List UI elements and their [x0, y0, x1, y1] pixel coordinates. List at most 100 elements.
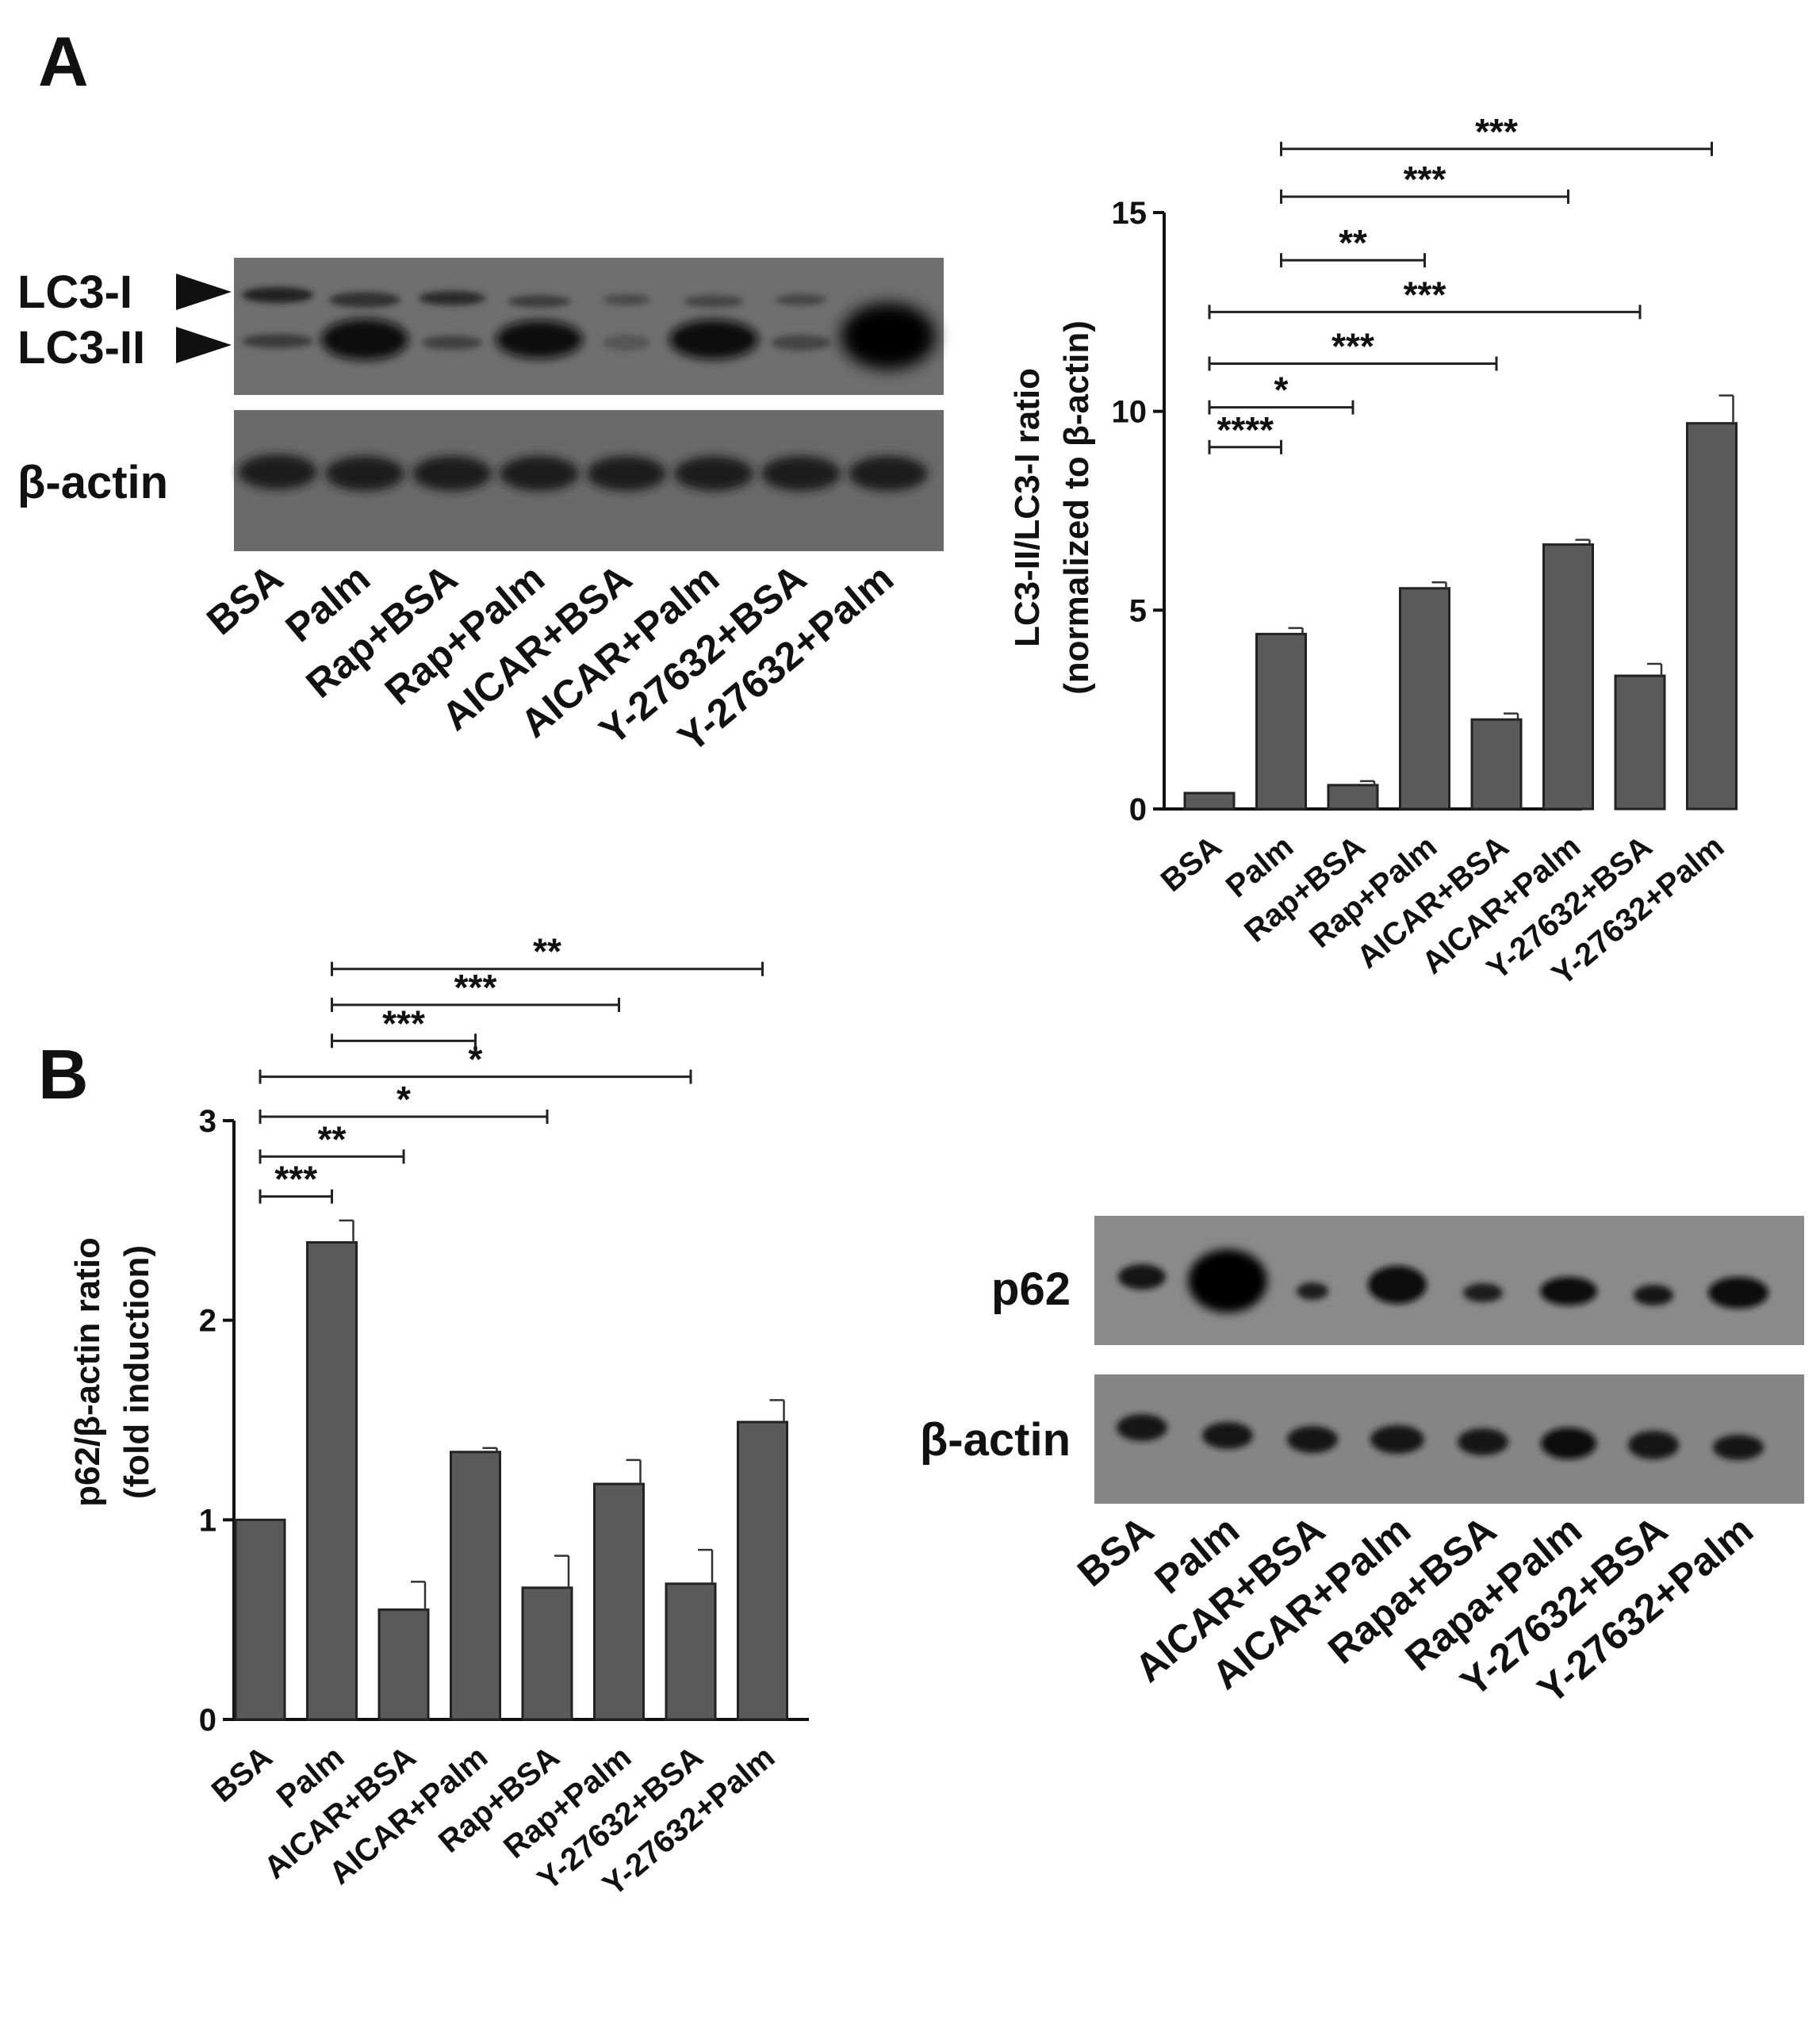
bar [377, 1608, 430, 1721]
band [776, 294, 826, 305]
band [238, 454, 317, 489]
bar [593, 1482, 645, 1721]
band [325, 456, 404, 491]
y-tick-label: 5 [1129, 593, 1147, 628]
band [1370, 1425, 1424, 1454]
band [1541, 1428, 1596, 1459]
band [684, 295, 744, 308]
significance-stars: ** [1339, 222, 1367, 263]
y-tick-label: 0 [1129, 792, 1147, 827]
y-tick-label: 15 [1112, 196, 1148, 231]
panel-letter-a: A [38, 22, 89, 101]
blot-a-lc3-bands [242, 287, 936, 370]
chart-a-x-tick-labels: BSAPalmRap+BSARap+PalmAICAR+BSAAICAR+Pal… [1155, 829, 1730, 992]
chart-b-ylabel: p62/β-actin ratio [68, 1237, 107, 1507]
significance-stars: *** [1404, 159, 1446, 200]
x-tick-label: BSA [1155, 829, 1228, 899]
significance-stars: * [1274, 370, 1289, 411]
band [603, 335, 650, 351]
significance-stars: *** [382, 1002, 425, 1044]
y-tick-label: 3 [199, 1104, 216, 1139]
band [1713, 1435, 1764, 1460]
band [1708, 1277, 1768, 1309]
band [508, 295, 571, 308]
lane-label: BSA [1069, 1508, 1162, 1596]
bar [1255, 632, 1307, 811]
band [242, 334, 313, 348]
band [419, 291, 485, 305]
bar [521, 1586, 573, 1721]
band [1634, 1285, 1673, 1305]
blot-a-actin-bands [238, 454, 928, 491]
chart-b-significance: *************** [259, 931, 764, 1204]
blot-b-row-label-actin: β-actin [920, 1414, 1071, 1466]
blot-b-actin-membrane [1094, 1374, 1804, 1504]
y-tick-label: 0 [199, 1703, 216, 1738]
chart-a-ylabel2: (normalized to β-actin) [1057, 320, 1096, 695]
band [1458, 1428, 1508, 1455]
band [1188, 1249, 1267, 1313]
chart-a-bars [1183, 394, 1738, 811]
blot-b-p62-bands [1118, 1249, 1768, 1313]
bar [1686, 422, 1738, 811]
band [1368, 1266, 1427, 1304]
bar [306, 1241, 358, 1721]
bar [665, 1582, 717, 1721]
arrow-icon [176, 327, 232, 363]
significance-stars: **** [1217, 409, 1274, 450]
band [242, 287, 313, 303]
band [849, 456, 928, 491]
band [1297, 1282, 1328, 1300]
significance-stars: *** [1331, 326, 1374, 367]
significance-stars: ** [318, 1118, 347, 1160]
blot-a-lane-labels: BSAPalmRap+BSARap+PalmAICAR+BSAAICAR+Pal… [198, 556, 902, 761]
band [587, 456, 666, 491]
band [1118, 1264, 1166, 1290]
bar [1399, 587, 1450, 811]
bar [1183, 792, 1236, 811]
chart-a-significance: ******************* [1208, 111, 1713, 454]
band [669, 320, 758, 359]
chart-b-ylabel2: (fold induction) [117, 1245, 156, 1499]
band [1540, 1277, 1597, 1305]
bar [1614, 674, 1666, 811]
chart-b-x-tick-labels: BSAPalmAICAR+BSAAICAR+PalmRap+BSARap+Pal… [205, 1739, 781, 1903]
band [321, 319, 408, 360]
bar [1327, 784, 1379, 811]
chart-b-bars [234, 1219, 788, 1721]
x-tick-label: BSA [205, 1739, 279, 1809]
blot-a: LC3-I LC3-II β-actin BSAPalmRap+BSARap+P… [17, 258, 944, 761]
significance-stars: *** [454, 967, 497, 1008]
blot-a-row-label-lc3-ii: LC3-II [17, 322, 145, 374]
band [422, 335, 482, 350]
bar [450, 1451, 501, 1721]
blot-b-lane-labels: BSAPalmAICAR+BSAAICAR+PalmRapa+BSARapa+P… [1069, 1508, 1761, 1712]
band [771, 335, 831, 351]
bar [1542, 543, 1594, 811]
blot-a-row-label-actin: β-actin [17, 457, 168, 508]
significance-stars: * [397, 1079, 411, 1120]
significance-stars: *** [1404, 274, 1446, 315]
band [603, 294, 650, 305]
band [1287, 1426, 1338, 1453]
band [1463, 1283, 1503, 1302]
lane-label: BSA [198, 556, 291, 644]
bar [737, 1420, 788, 1721]
blot-b-row-label-p62: p62 [991, 1263, 1071, 1315]
band [1117, 1414, 1167, 1441]
significance-stars: ** [533, 931, 561, 972]
chart-a-ylabel: LC3-II/LC3-I ratio [1008, 368, 1047, 647]
band [761, 456, 841, 491]
band [674, 456, 753, 491]
bar [234, 1518, 286, 1721]
band [496, 320, 583, 358]
band [329, 292, 400, 308]
panel-letter-b: B [38, 1035, 89, 1114]
significance-stars: *** [1475, 111, 1518, 152]
blot-b: p62 β-actin BSAPalmAICAR+BSAAICAR+PalmRa… [920, 1216, 1804, 1712]
blot-a-row-label-lc3-i: LC3-I [17, 266, 132, 318]
significance-stars: * [469, 1039, 483, 1080]
blot-b-actin-bands [1117, 1414, 1764, 1460]
band [412, 456, 492, 491]
